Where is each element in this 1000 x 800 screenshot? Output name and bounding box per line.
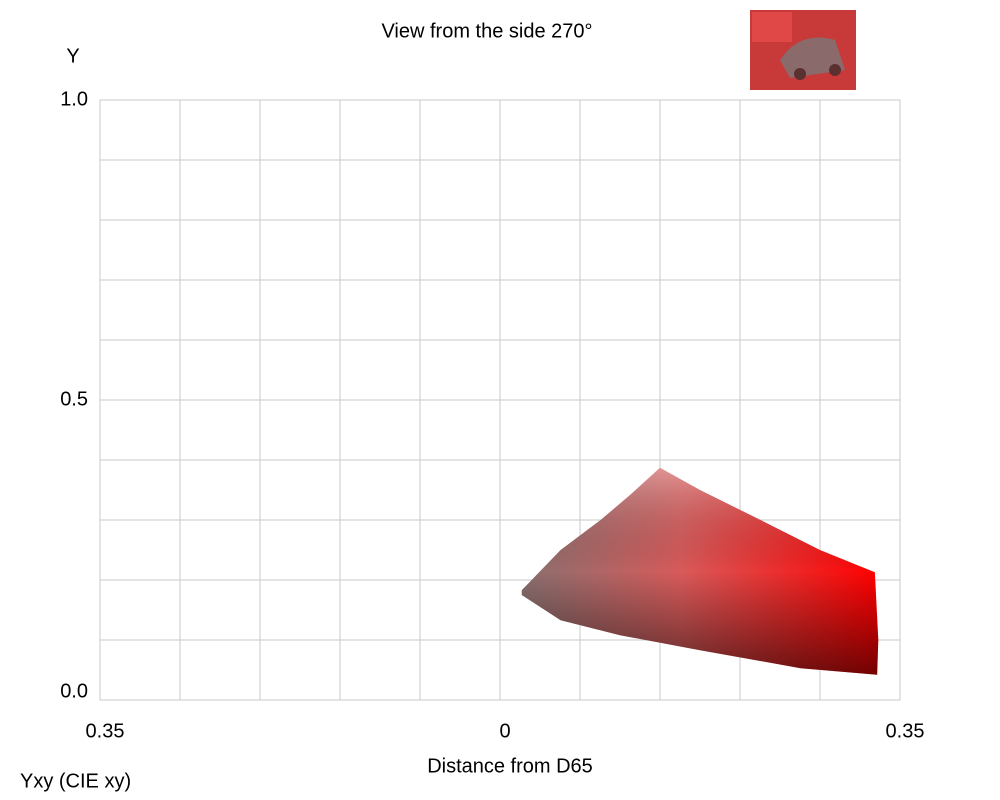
x-axis-label: Distance from D65: [427, 755, 593, 777]
x-tick-label: 0.35: [886, 720, 925, 742]
y-tick-label: 0.5: [60, 388, 88, 410]
corner-label: Yxy (CIE xy): [20, 770, 131, 792]
y-axis-label: Y: [66, 45, 79, 67]
y-tick-label: 1.0: [60, 88, 88, 110]
y-tick-label: 0.0: [60, 680, 88, 702]
color-cloud-shade: [521, 467, 879, 675]
chart-title: View from the side 270°: [381, 20, 592, 42]
thumbnail: [750, 10, 856, 90]
x-tick-label: 0.35: [86, 720, 125, 742]
x-tick-label: 0: [499, 720, 510, 742]
